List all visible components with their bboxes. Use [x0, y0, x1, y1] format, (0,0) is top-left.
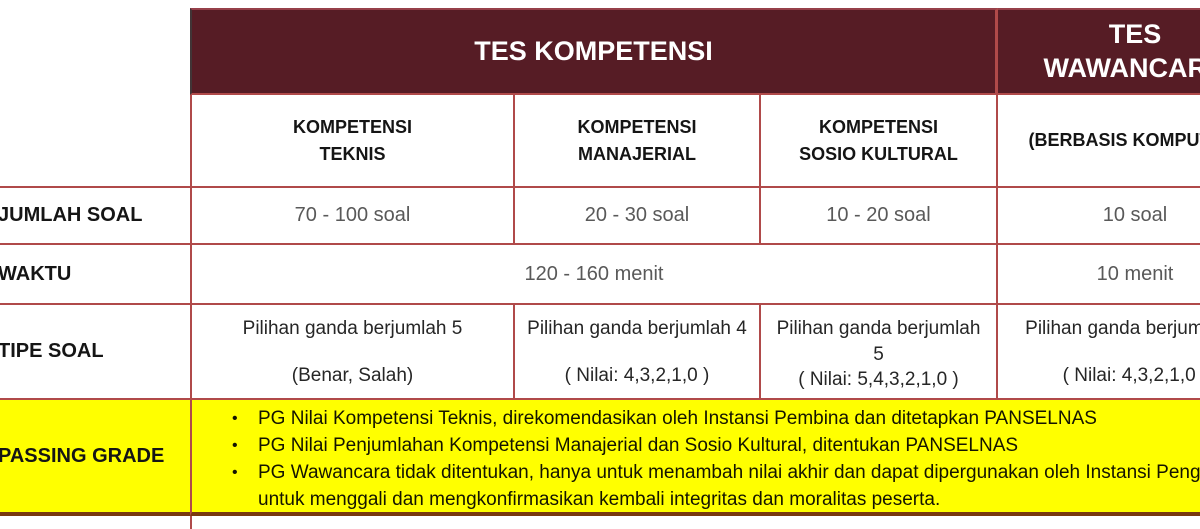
cell-waktu-wawancara: 10 menit: [998, 245, 1200, 305]
column-header-kompetensi-teknis: KOMPETENSI TEKNIS: [190, 95, 515, 188]
cell-tipe-sosio-kultural: Pilihan ganda berjumlah 5 ( Nilai: 5,4,3…: [761, 305, 998, 400]
passing-grade-bullet-3-text: PG Wawancara tidak ditentukan, hanya unt…: [258, 462, 1200, 510]
tipe-teknis-top: Pilihan ganda berjumlah 5: [242, 318, 463, 339]
passing-grade-bullet-2: • PG Nilai Penjumlahan Kompetensi Manaje…: [228, 432, 1200, 459]
cell-jumlah-manajerial: 20 - 30 soal: [515, 188, 761, 245]
group-header-tes-kompetensi: TES KOMPETENSI: [190, 8, 998, 95]
row-label-passing-grade: PASSING GRADE: [0, 400, 190, 516]
bullet-icon: •: [232, 437, 238, 454]
passing-grade-bullet-1: • PG Nilai Kompetensi Teknis, direkomend…: [228, 405, 1200, 432]
column-header-blank: [0, 95, 190, 188]
row-label-jumlah-soal: JUMLAH SOAL: [0, 188, 190, 245]
group-header-tes-wawancara-text: TES WAWANCARA: [1043, 18, 1200, 83]
cell-waktu-kompetensi: 120 - 160 menit: [190, 245, 998, 305]
tipe-wawancara-top: Pilihan ganda berjumlah 5: [1025, 318, 1200, 339]
tipe-manajerial-bottom: ( Nilai: 4,3,2,1,0 ): [564, 365, 710, 387]
cell-tipe-wawancara: Pilihan ganda berjumlah 5 ( Nilai: 4,3,2…: [998, 305, 1200, 400]
passing-grade-bullet-2-text: PG Nilai Penjumlahan Kompetensi Manajeri…: [258, 435, 1019, 456]
bullet-icon: •: [232, 464, 238, 481]
tipe-sosio-bottom: ( Nilai: 5,4,3,2,1,0 ): [798, 369, 959, 391]
row-label-waktu: WAKTU: [0, 245, 190, 305]
tipe-wawancara-bottom: ( Nilai: 4,3,2,1,0 ): [1062, 365, 1200, 387]
tipe-manajerial-top: Pilihan ganda berjumlah 4: [527, 318, 747, 339]
cell-jumlah-wawancara: 10 soal: [998, 188, 1200, 245]
cell-passing-grade-notes: • PG Nilai Kompetensi Teknis, direkomend…: [190, 400, 1200, 516]
bullet-icon: •: [232, 410, 238, 427]
corner-blank: [0, 8, 190, 95]
column-header-kompetensi-manajerial: KOMPETENSI MANAJERIAL: [515, 95, 761, 188]
row-label-tipe-soal: TIPE SOAL: [0, 305, 190, 400]
table-border-stub: [190, 516, 192, 529]
tipe-teknis-bottom: (Benar, Salah): [291, 365, 414, 387]
cell-tipe-teknis: Pilihan ganda berjumlah 5 (Benar, Salah): [190, 305, 515, 400]
passing-grade-bullet-3: • PG Wawancara tidak ditentukan, hanya u…: [228, 459, 1200, 513]
column-header-berbasis-komputer: (BERBASIS KOMPUTER): [998, 95, 1200, 188]
group-header-tes-wawancara: TES WAWANCARA: [998, 8, 1200, 95]
cell-tipe-manajerial: Pilihan ganda berjumlah 4 ( Nilai: 4,3,2…: [515, 305, 761, 400]
test-spec-table: TES KOMPETENSI TES WAWANCARA KOMPETENSI …: [0, 8, 1200, 516]
passing-grade-bullet-1-text: PG Nilai Kompetensi Teknis, direkomendas…: [258, 408, 1097, 429]
cell-jumlah-teknis: 70 - 100 soal: [190, 188, 515, 245]
tipe-sosio-top: Pilihan ganda berjumlah 5: [776, 318, 981, 365]
column-header-kompetensi-sosio-kultural: KOMPETENSI SOSIO KULTURAL: [761, 95, 998, 188]
cell-jumlah-sosio-kultural: 10 - 20 soal: [761, 188, 998, 245]
